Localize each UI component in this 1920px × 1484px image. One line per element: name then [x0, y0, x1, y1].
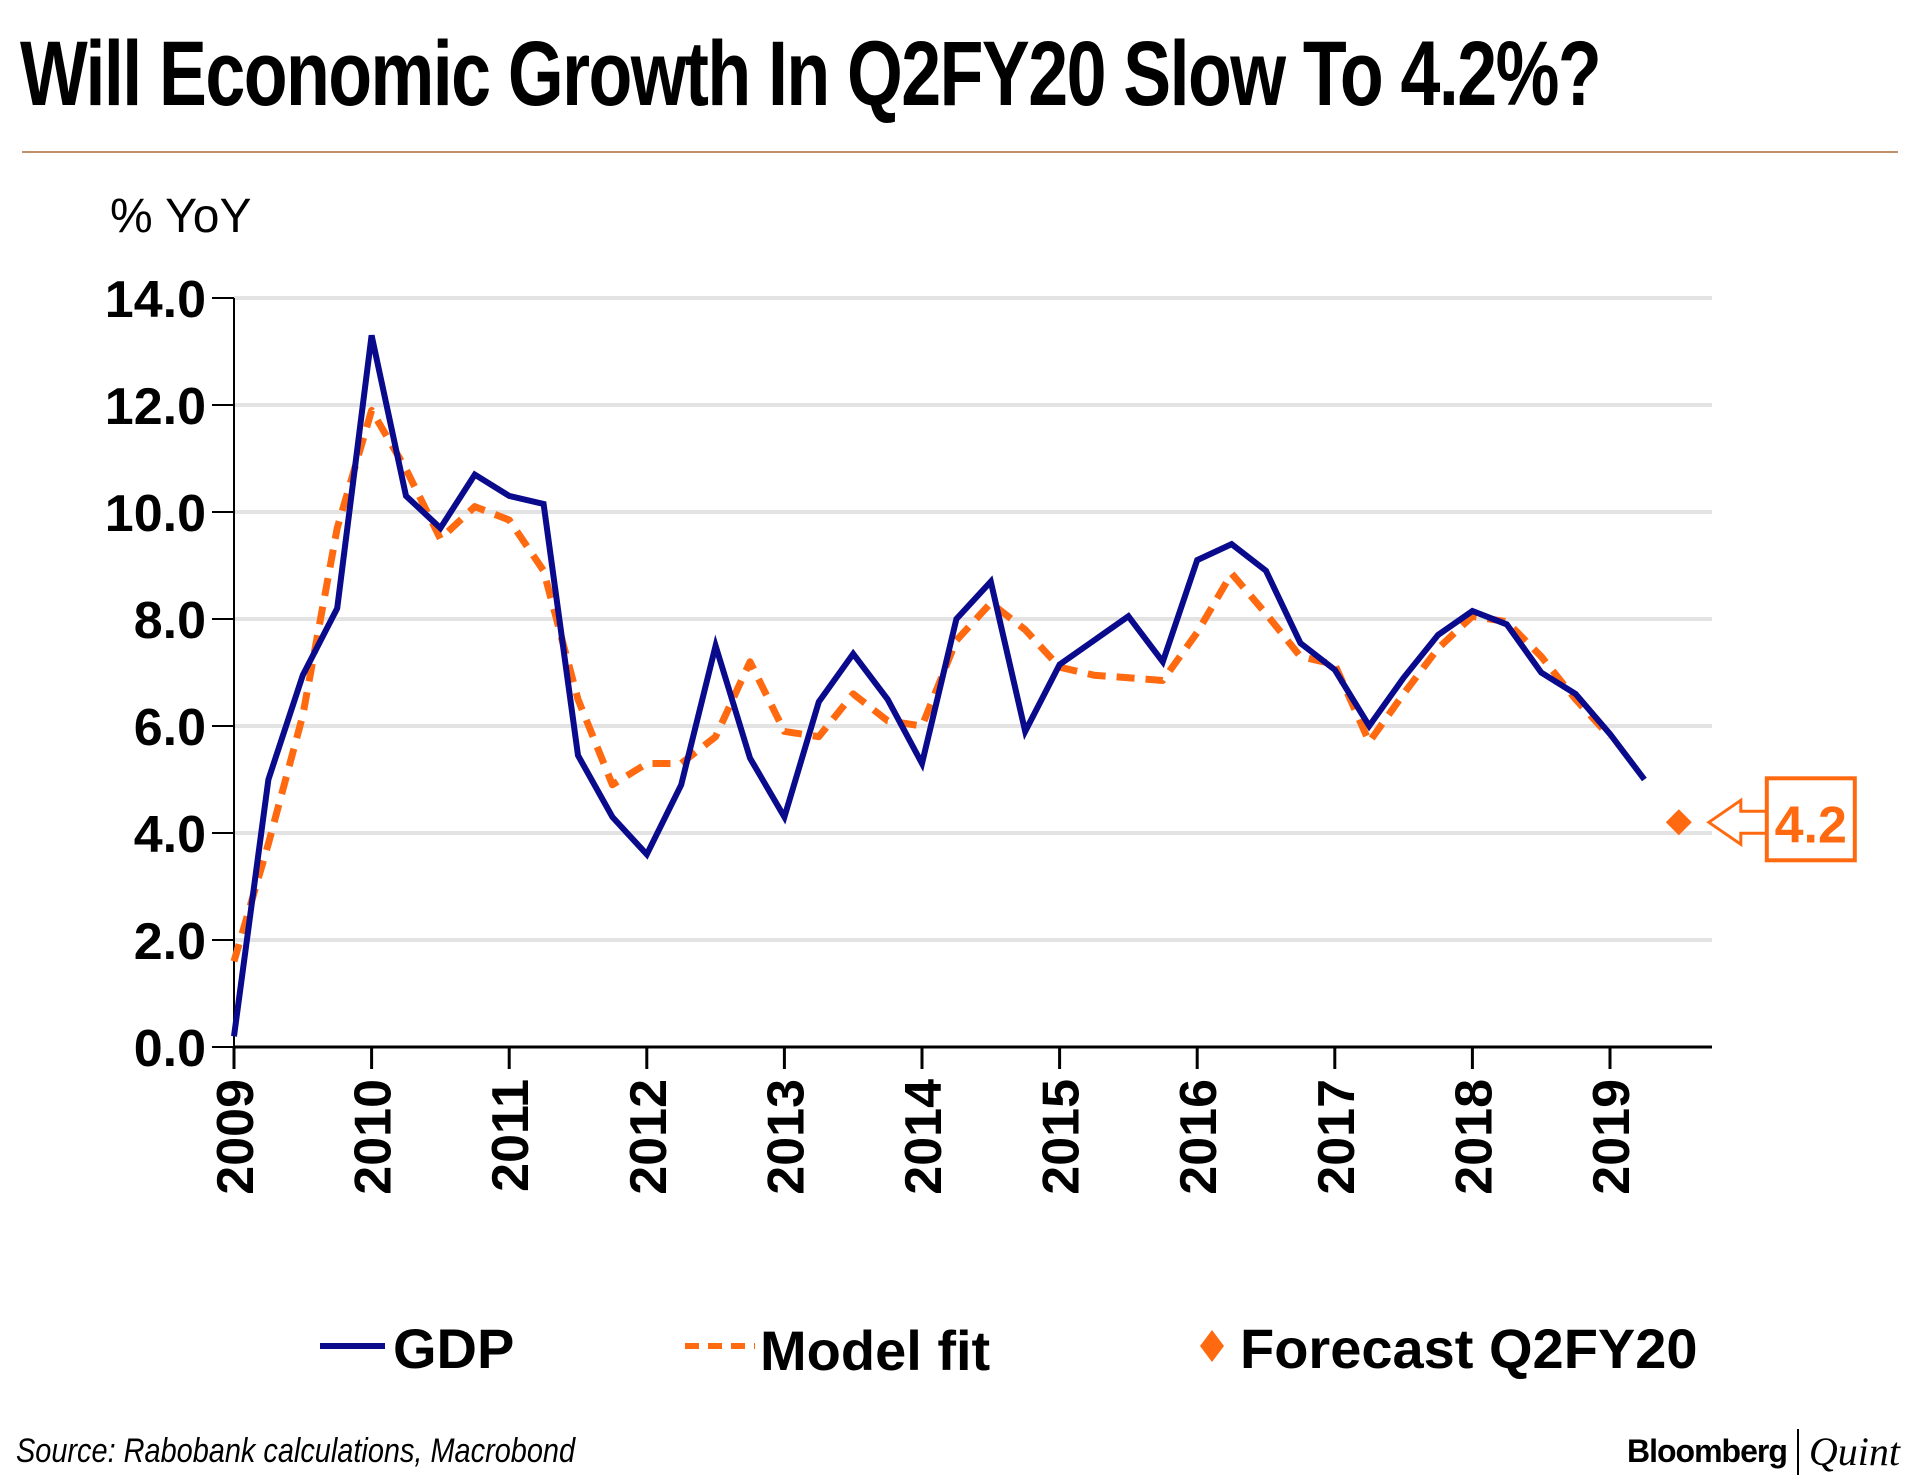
legend-forecast-label: Forecast Q2FY20 [1240, 1317, 1698, 1380]
annotation-arrow [1706, 797, 1769, 848]
y-tick-label: 10.0 [105, 485, 206, 543]
x-tick-label: 2011 [482, 1079, 540, 1192]
forecast-marker [1665, 809, 1692, 836]
forecast-annotation: 4.2 [1706, 776, 1857, 863]
model-fit-line [230, 406, 1613, 963]
annotation-box [1764, 776, 1857, 863]
y-tick-label: 4.0 [134, 806, 206, 864]
y-tick-label: 12.0 [105, 378, 206, 436]
y-tick-label: 2.0 [134, 913, 206, 971]
x-tick-label: 2012 [620, 1079, 678, 1195]
y-axis-label: % YoY [110, 190, 251, 243]
y-tick-label: 6.0 [134, 699, 206, 757]
series-group [230, 334, 1692, 1037]
x-tick-label: 2014 [895, 1079, 953, 1195]
brand-quint: Quint [1808, 1429, 1900, 1474]
gridlines [234, 296, 1712, 942]
legend-gdp-label: GDP [393, 1317, 514, 1380]
x-tick-label: 2019 [1583, 1079, 1641, 1195]
chart-area: % YoY 0.02.04.06.08.010.012.014.0 2009 20… [105, 190, 1857, 1382]
brand-logo: Bloomberg Quint [1627, 1428, 1900, 1475]
y-tick-label: 8.0 [134, 592, 206, 650]
x-tick-label: 2010 [345, 1079, 403, 1195]
x-tick-labels: 2009 2010 2011 2012 2013 2014 2015 2016 2017 2018… [207, 1079, 1641, 1195]
legend-forecast-swatch [1200, 1330, 1224, 1362]
x-tick-label: 2018 [1445, 1079, 1503, 1195]
annotation-value: 4.2 [1775, 796, 1847, 854]
axes [212, 297, 1712, 1069]
brand-separator [1796, 1428, 1799, 1475]
x-tick-label: 2017 [1308, 1079, 1366, 1195]
gdp-line [231, 334, 1647, 1037]
x-tick-label: 2013 [757, 1079, 815, 1195]
brand-bloomberg: Bloomberg [1626, 1433, 1788, 1469]
legend-model-label: Model fit [760, 1319, 990, 1382]
legend: GDP Model fit Forecast Q2FY20 [320, 1317, 1698, 1382]
x-tick-label: 2016 [1170, 1079, 1228, 1195]
source-note: Source: Rabobank calculations, Macrobond [16, 1432, 576, 1470]
y-tick-label: 0.0 [134, 1020, 206, 1078]
y-tick-labels: 0.0 2.0 4.0 6.0 8.0 10.0 12.0 14.0 [105, 271, 206, 1078]
x-tick-label: 2009 [207, 1079, 265, 1195]
chart-title: Will Economic Growth In Q2FY20 Slow To 4… [20, 23, 1602, 125]
y-tick-label: 14.0 [105, 271, 206, 329]
title-divider [22, 151, 1898, 153]
x-tick-label: 2015 [1033, 1079, 1091, 1195]
